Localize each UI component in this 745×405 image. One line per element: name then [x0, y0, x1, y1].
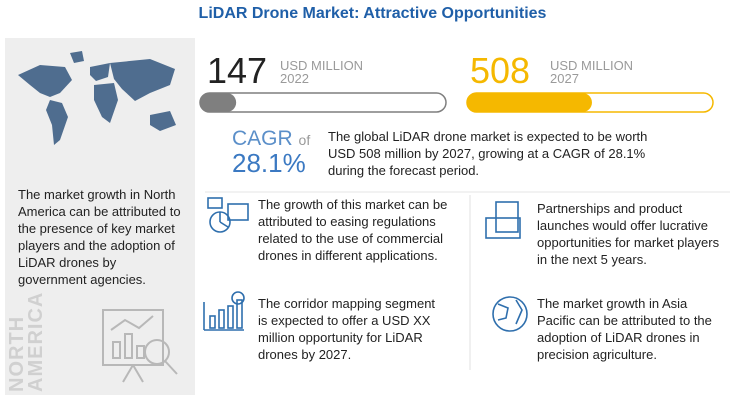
left-text: The market growth in North America can b…: [18, 187, 181, 287]
title: LiDAR Drone Market: Attractive Opportuni…: [198, 5, 547, 22]
stat-value: 147: [207, 50, 268, 91]
bar-fill: [467, 93, 592, 112]
cagr-label: CAGR of: [232, 127, 310, 151]
cagr-text: CAGR: [232, 127, 293, 150]
cagr-value: 28.1%: [232, 148, 306, 178]
stat-unit: USD MILLION: [550, 58, 634, 73]
point: The corridor mapping segment is expected…: [258, 296, 436, 362]
point: The market growth in Asia Pacific can be…: [537, 296, 712, 362]
stat-value: 508: [470, 50, 531, 91]
stat-year: 2027: [550, 71, 579, 86]
bar-track: [199, 92, 447, 113]
bar-fill: [200, 93, 237, 112]
stat-year: 2022: [280, 71, 309, 86]
world-map: [18, 51, 176, 145]
analysis-icon: [102, 309, 178, 383]
region-label: NORTH AMERICA: [6, 291, 47, 392]
stat-unit: USD MILLION: [280, 58, 364, 73]
progress-bars: [199, 92, 714, 113]
dividers: [203, 191, 730, 370]
point: Partnerships and product launches would …: [537, 201, 720, 267]
summary: The global LiDAR drone market is expecte…: [328, 129, 648, 178]
point: The growth of this market can be attribu…: [258, 197, 448, 263]
cagr-of: of: [298, 132, 311, 148]
